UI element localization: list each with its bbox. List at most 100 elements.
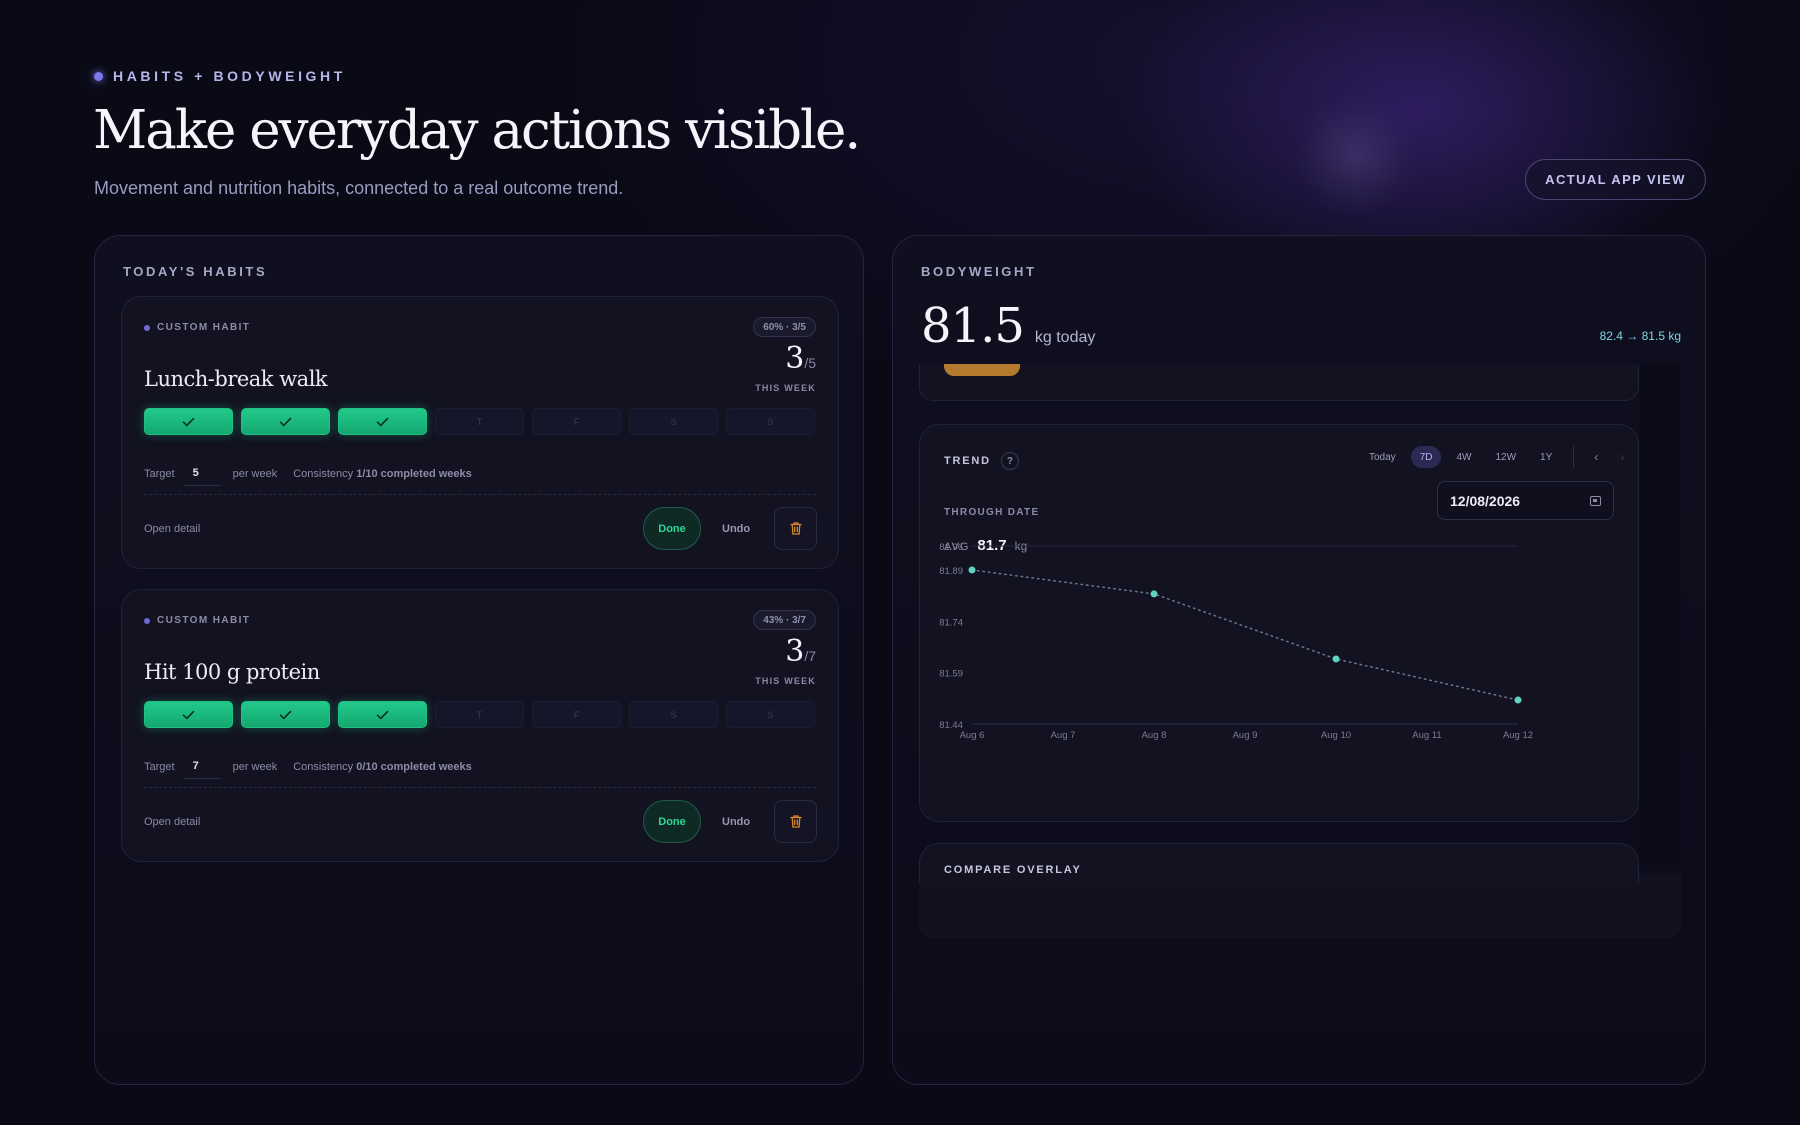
weekly-count: 3/5 [785, 341, 816, 376]
day-toggle[interactable]: S [726, 701, 815, 728]
compare-overlay-card: COMPARE OVERLAY [919, 843, 1639, 883]
consistency-label: Consistency [293, 468, 354, 480]
delete-button[interactable] [774, 800, 817, 843]
day-label: S [670, 709, 677, 720]
bodyweight-panel-label: BODYWEIGHT [921, 264, 1037, 279]
day-toggle[interactable]: S [629, 701, 718, 728]
range-tab[interactable]: Today [1369, 451, 1396, 463]
y-tick-label: 81.59 [939, 669, 963, 680]
bodyweight-unit: kg today [1034, 329, 1096, 346]
day-toggle[interactable]: T [435, 408, 524, 435]
day-label: T [476, 416, 483, 427]
target-label: Target [144, 761, 175, 773]
undo-button[interactable]: Undo [722, 523, 751, 535]
day-toggle[interactable]: S [629, 408, 718, 435]
check-icon [376, 710, 389, 719]
done-button[interactable]: Done [643, 507, 701, 550]
weekly-count-value: 3 [785, 634, 805, 669]
range-tabs: Today 7D 4W 12W 1Y ‹ › [1360, 446, 1632, 468]
next-arrow-icon[interactable]: › [1620, 450, 1625, 464]
through-date-input[interactable]: 12/08/2026 [1437, 481, 1614, 520]
day-label: S [767, 416, 774, 427]
y-tick-label: 81.89 [939, 566, 963, 577]
range-tab[interactable]: 1Y [1540, 451, 1553, 463]
help-icon[interactable]: ? [1000, 452, 1019, 470]
bodyweight-value: 81.5 [921, 298, 1025, 354]
prev-arrow-icon[interactable]: ‹ [1594, 450, 1599, 464]
day-toggle[interactable]: T [435, 701, 524, 728]
x-tick-label: Aug 12 [1503, 730, 1533, 741]
eyebrow: HABITS + BODYWEIGHT [94, 68, 346, 84]
undo-button[interactable]: Undo [722, 816, 751, 828]
compare-overlay-shadow [919, 873, 1681, 938]
progress-badge: 60% · 3/5 [753, 317, 816, 337]
habit-meta: Target 5 per week Consistency 1/10 complete… [144, 462, 472, 486]
page-title: Make everyday actions visible. [93, 100, 861, 161]
through-date-value: 12/08/2026 [1450, 492, 1521, 509]
day-toggle[interactable] [338, 408, 427, 435]
range-tab[interactable]: 4W [1456, 451, 1472, 463]
page-subtitle: Movement and nutrition habits, connected… [94, 178, 624, 198]
per-week-label: per week [232, 761, 278, 773]
weekly-count-total: /7 [804, 648, 816, 664]
day-toggle[interactable] [144, 701, 233, 728]
delete-button[interactable] [774, 507, 817, 550]
target-input[interactable]: 7 [182, 755, 221, 779]
day-toggle[interactable]: F [532, 701, 621, 728]
habits-panel: TODAY'S HABITS CUSTOM HABIT 60% · 3/5 Lunc… [94, 235, 864, 1085]
calendar-icon[interactable] [1590, 495, 1601, 506]
average-label: AVG [944, 541, 970, 553]
trend-point[interactable] [1332, 655, 1340, 663]
divider [144, 787, 816, 788]
y-tick-label: 81.74 [939, 617, 963, 628]
scroll-edge [1639, 364, 1681, 865]
trend-point[interactable] [968, 566, 976, 574]
habit-tag-dot [144, 617, 150, 624]
day-toggle[interactable] [144, 408, 233, 435]
bodyweight-range: 82.4 → 81.5 kg [1599, 329, 1681, 343]
day-toggle[interactable]: S [726, 408, 815, 435]
eyebrow-dot [94, 71, 103, 81]
day-label: S [670, 416, 677, 427]
consistency-value: 1/10 completed weeks [356, 468, 472, 480]
weekly-count-total: /5 [804, 355, 816, 371]
consistency-label: Consistency [293, 761, 354, 773]
habit-meta: Target 7 per week Consistency 0/10 complete… [144, 755, 472, 779]
compare-overlay-label: COMPARE OVERLAY [944, 864, 1082, 876]
trash-icon [789, 522, 802, 535]
habit-card: CUSTOM HABIT 43% · 3/7 Hit 100 g protein 3/… [121, 589, 839, 862]
day-toggle[interactable]: F [532, 408, 621, 435]
clipped-card [919, 364, 1639, 401]
open-detail-link[interactable]: Open detail [144, 523, 201, 535]
habits-panel-label: TODAY'S HABITS [123, 264, 268, 279]
day-toggle[interactable] [338, 701, 427, 728]
divider [144, 494, 816, 495]
day-toggle[interactable] [241, 701, 330, 728]
through-date-label: THROUGH DATE [944, 507, 1040, 518]
check-icon [182, 710, 195, 719]
done-button[interactable]: Done [643, 800, 701, 843]
range-tab[interactable]: 12W [1495, 451, 1517, 463]
check-icon [182, 417, 195, 426]
open-detail-link[interactable]: Open detail [144, 816, 201, 828]
consistency-value: 0/10 completed weeks [356, 761, 472, 773]
y-tick-label: 81.44 [939, 720, 963, 731]
habit-tag-text: CUSTOM HABIT [157, 615, 251, 626]
trend-point[interactable] [1150, 590, 1158, 598]
weekly-count-caption: THIS WEEK [755, 676, 816, 686]
weekly-count: 3/7 [785, 634, 816, 669]
eyebrow-text: HABITS + BODYWEIGHT [113, 68, 346, 84]
actual-app-view-button[interactable]: ACTUAL APP VIEW [1525, 159, 1706, 200]
target-input[interactable]: 5 [182, 462, 221, 486]
trend-point[interactable] [1514, 696, 1522, 704]
clipped-pill [944, 364, 1020, 376]
range-tab[interactable]: 7D [1410, 446, 1442, 468]
day-toggle[interactable] [241, 408, 330, 435]
progress-badge: 43% · 3/7 [753, 610, 816, 630]
trend-title: TREND [944, 455, 991, 467]
y-tick-label: 81.96 [939, 542, 963, 553]
x-tick-label: Aug 11 [1412, 730, 1441, 741]
trend-label: TREND ? [944, 452, 1019, 470]
